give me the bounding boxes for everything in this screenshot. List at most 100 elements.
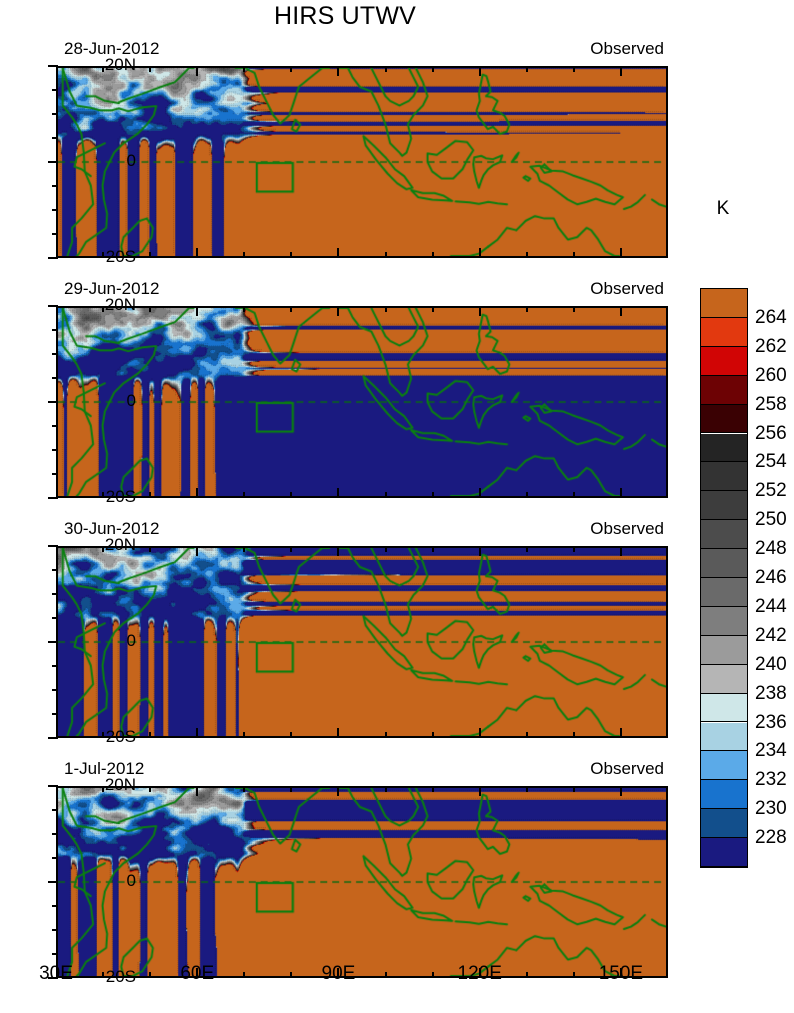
colorbar-swatch[interactable] [701, 462, 747, 492]
y-axis-minor-tick [52, 449, 58, 451]
y-axis-minor-tick [52, 809, 58, 811]
map-panel-3[interactable]: 30-Jun-2012 Observed [56, 519, 668, 738]
x-axis-tick [196, 248, 199, 258]
x-axis-tick [102, 492, 105, 498]
x-axis-tick [243, 732, 246, 738]
y-axis-minor-tick [52, 377, 58, 379]
panel-frame [56, 66, 668, 258]
x-axis-tick [431, 786, 434, 792]
colorbar-swatch[interactable] [701, 578, 747, 607]
colorbar-tick-label: 230 [755, 798, 787, 820]
y-axis-minor-tick [52, 689, 58, 691]
y-axis-minor-tick [52, 905, 58, 907]
colorbar-unit-label: K [716, 198, 730, 219]
colorbar-swatch[interactable] [701, 751, 747, 781]
x-axis-tick [525, 732, 528, 738]
x-axis-tick [149, 66, 152, 72]
x-axis-tick [196, 306, 199, 316]
y-axis-minor-tick [52, 857, 58, 859]
y-axis-minor-tick [52, 329, 58, 331]
x-axis-tick [337, 488, 340, 498]
x-axis-label: 30E [39, 963, 73, 984]
x-axis-tick [572, 306, 575, 312]
x-axis-tick [337, 968, 340, 978]
colorbar-swatch[interactable] [701, 491, 747, 521]
y-axis-label: 0 [126, 391, 136, 410]
y-axis-minor-tick [52, 713, 58, 715]
colorbar-swatch[interactable] [701, 606, 747, 636]
x-axis-tick [290, 546, 293, 552]
colorbar-tick-label: 238 [755, 682, 787, 704]
colorbar-tick-label: 260 [755, 364, 787, 386]
x-axis-tick [478, 786, 481, 796]
x-axis-tick [619, 248, 622, 258]
x-axis-tick [431, 66, 434, 72]
colorbar-swatch[interactable] [701, 693, 747, 723]
x-axis-tick [102, 66, 105, 72]
colorbar-swatch[interactable] [701, 375, 747, 405]
y-axis-tick [48, 305, 58, 307]
page-title: HIRS UTWV [273, 2, 417, 30]
colorbar-swatch[interactable] [701, 289, 747, 318]
x-axis-tick [290, 306, 293, 312]
x-axis-tick [384, 66, 387, 72]
colorbar-swatch[interactable] [701, 809, 747, 839]
x-axis-tick [384, 972, 387, 978]
x-axis-tick [243, 546, 246, 552]
colorbar-tick-label: 232 [755, 769, 787, 791]
x-axis-tick [102, 546, 105, 552]
colorbar-swatch[interactable] [701, 780, 747, 810]
x-axis-tick [384, 252, 387, 258]
x-axis-tick [243, 66, 246, 72]
map-panel-2[interactable]: 29-Jun-2012 Observed [56, 279, 668, 498]
x-axis-tick [337, 728, 340, 738]
panel-source-label: Observed [590, 39, 664, 58]
heatmap-canvas [58, 788, 666, 976]
colorbar-swatch[interactable] [701, 346, 747, 376]
y-axis-minor-tick [52, 473, 58, 475]
colorbar-swatch[interactable] [701, 317, 747, 347]
y-axis-label: 20S [105, 487, 136, 506]
x-axis-tick [337, 66, 340, 76]
colorbar-swatch[interactable] [701, 520, 747, 550]
y-axis-minor-tick [52, 137, 58, 139]
colorbar[interactable]: 264 262 260 258 256 254 252 250 248 246 244 242 240 2… [700, 288, 787, 868]
colorbar-swatch[interactable] [701, 404, 747, 434]
x-axis-tick [572, 66, 575, 72]
x-axis-tick [149, 546, 152, 552]
colorbar-tick-label: 256 [755, 422, 787, 444]
colorbar-tick-label: 234 [755, 740, 787, 762]
x-axis-tick [572, 492, 575, 498]
colorbar-tick-label: 240 [755, 653, 787, 675]
x-axis-tick [337, 546, 340, 556]
x-axis-tick [102, 306, 105, 312]
x-axis-tick [619, 306, 622, 316]
y-axis-minor-tick [52, 113, 58, 115]
x-axis-tick [243, 786, 246, 792]
x-axis-tick [290, 972, 293, 978]
panel-date-label: 28-Jun-2012 [64, 39, 160, 58]
map-panel-1[interactable]: 28-Jun-2012 Observed [56, 39, 668, 258]
x-axis-tick [149, 492, 152, 498]
x-axis-tick [572, 546, 575, 552]
map-panel-4[interactable]: 1-Jul-2012 Observed [56, 759, 668, 978]
panel-date-label: 1-Jul-2012 [64, 759, 145, 778]
colorbar-swatch[interactable] [701, 635, 747, 665]
x-axis-tick [572, 252, 575, 258]
x-axis-tick [525, 546, 528, 552]
y-axis-tick [48, 497, 58, 499]
x-axis-tick [619, 968, 622, 978]
panel-frame [56, 786, 668, 978]
x-axis-tick [525, 972, 528, 978]
colorbar-swatch[interactable] [701, 722, 747, 752]
colorbar-tick-label: 236 [755, 711, 787, 733]
colorbar-swatch[interactable] [701, 549, 747, 578]
colorbar-swatch[interactable] [701, 664, 747, 694]
x-axis-tick [149, 732, 152, 738]
y-axis-label: 20S [105, 967, 136, 986]
colorbar-swatch[interactable] [701, 838, 747, 867]
heatmap-canvas [58, 548, 666, 736]
colorbar-swatch[interactable] [701, 433, 747, 463]
x-axis-tick [619, 728, 622, 738]
x-axis-tick [384, 546, 387, 552]
